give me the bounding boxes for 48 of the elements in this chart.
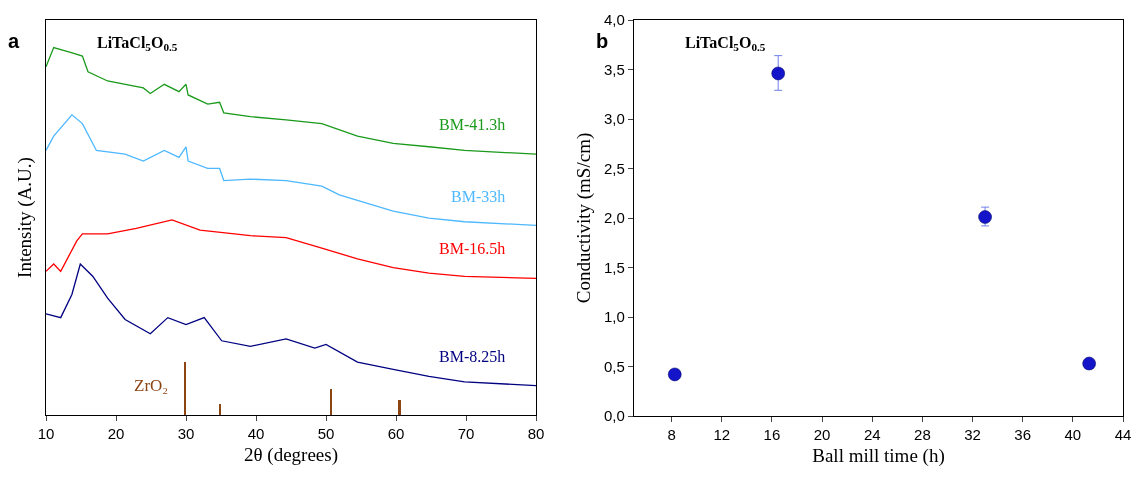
y-tick-label: 1,0: [604, 308, 625, 326]
x-tick-label: 10: [37, 425, 55, 443]
bar: [219, 404, 221, 415]
y-tick-label: 1,5: [604, 258, 625, 276]
x-tick-label: 8: [667, 426, 676, 444]
x-tick-label: 16: [763, 426, 781, 444]
x-tick-label: 70: [457, 425, 475, 443]
annotation: LiTaCl$_{5}$O$_{0.5}$: [97, 34, 178, 54]
y-axis-title: Conductivity (mS/cm): [572, 132, 595, 304]
bar: [330, 389, 332, 415]
x-tick-label: 80: [527, 425, 545, 443]
point: [771, 66, 785, 81]
y-axis-title: Intensity (A.U.): [13, 157, 36, 278]
x-tick-label: 32: [964, 426, 981, 444]
x-tick-label: 44: [1114, 426, 1132, 444]
x-tick-label: 28: [914, 426, 931, 444]
bar: [184, 362, 186, 415]
series-label: BM-33h: [451, 188, 506, 205]
y-tick-label: 4,0: [604, 11, 625, 29]
annotation: LiTaCl$_{5}$O$_{0.5}$: [685, 34, 766, 54]
series-label: BM-41.3h: [439, 116, 506, 133]
x-tick-label: 20: [107, 425, 125, 443]
x-axis-title: Ball mill time (h): [812, 444, 945, 467]
y-tick-label: 0,0: [604, 407, 625, 425]
x-tick-label: 24: [863, 426, 881, 444]
point: [1082, 356, 1096, 371]
y-tick-label: 2,5: [604, 159, 625, 177]
y-tick-label: 2,0: [604, 209, 625, 227]
chart-title: a: [8, 30, 20, 52]
x-tick-label: 30: [177, 425, 195, 443]
bar: [398, 400, 401, 415]
x-tick-label: 50: [317, 425, 335, 443]
series-label: BM-16.5h: [439, 240, 506, 257]
x-axis-title: 2θ (degrees): [243, 443, 339, 466]
y-tick-label: 0,5: [604, 357, 625, 375]
point: [978, 210, 992, 224]
text: b: [596, 30, 609, 52]
x-tick-label: 60: [387, 425, 405, 443]
y-tick-label: 3,5: [604, 60, 625, 78]
x-tick-label: 40: [247, 425, 265, 443]
x-tick-label: 36: [1014, 426, 1032, 444]
series-label: BM-8.25h: [439, 348, 506, 365]
x-tick-label: 40: [1064, 426, 1082, 444]
x-tick-label: 20: [813, 426, 831, 444]
series-label: ZrO₂: [134, 376, 169, 395]
x-tick-label: 12: [713, 426, 731, 444]
y-tick-label: 3,0: [604, 110, 625, 128]
point: [668, 367, 682, 382]
